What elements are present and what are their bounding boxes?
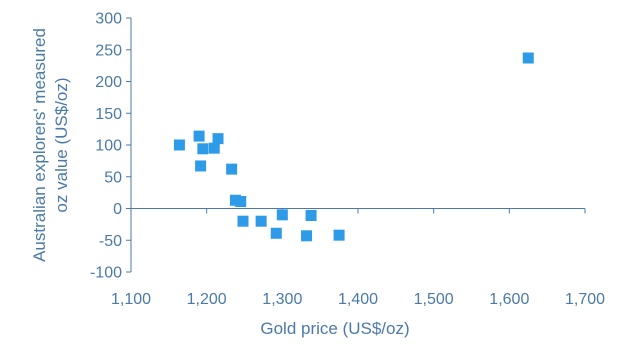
x-tick-label: 1,700 [565, 291, 605, 308]
y-tick-label: 50 [104, 169, 122, 186]
data-point [305, 209, 317, 221]
x-tick-label: 1,400 [338, 291, 378, 308]
x-tick-label: 1,600 [489, 291, 529, 308]
y-tick-label: 0 [113, 201, 122, 218]
y-tick-label: 300 [95, 11, 122, 28]
data-point [193, 130, 205, 142]
data-point [212, 133, 224, 145]
data-point [226, 163, 238, 175]
data-point [333, 229, 345, 241]
y-axis-title-line-2: oz value (US$/oz) [52, 77, 71, 212]
x-tick-label: 1,200 [187, 291, 227, 308]
x-tick-label: 1,100 [111, 291, 151, 308]
x-axis: 1,100 1,200 1,300 1,400 1,500 1,600 1,700 [111, 208, 605, 308]
data-point [173, 139, 185, 151]
x-tick-label: 1,300 [262, 291, 302, 308]
data-point [235, 196, 247, 208]
data-point [276, 209, 288, 221]
y-tick-label: 250 [95, 42, 122, 59]
y-tick-label: 200 [95, 74, 122, 91]
data-point [270, 227, 282, 239]
x-axis-title: Gold price (US$/oz) [260, 319, 409, 338]
x-tick-label: 1,500 [414, 291, 454, 308]
data-point [237, 215, 249, 227]
y-tick-label: 150 [95, 106, 122, 123]
data-point [195, 160, 207, 172]
y-axis-title-line-1: Australian explorers' measured [30, 28, 49, 262]
data-point [208, 142, 220, 154]
y-tick-label: -50 [99, 233, 122, 250]
y-axis-title: Australian explorers' measured oz value … [30, 28, 71, 262]
data-points [173, 52, 534, 242]
y-tick-label: -100 [90, 265, 122, 282]
y-axis: 300 250 200 150 100 50 0 -50 -100 [90, 11, 132, 282]
y-tick-label: 100 [95, 138, 122, 155]
data-point [255, 215, 267, 227]
data-point [301, 230, 313, 242]
data-point [197, 143, 209, 155]
data-point [522, 52, 534, 64]
